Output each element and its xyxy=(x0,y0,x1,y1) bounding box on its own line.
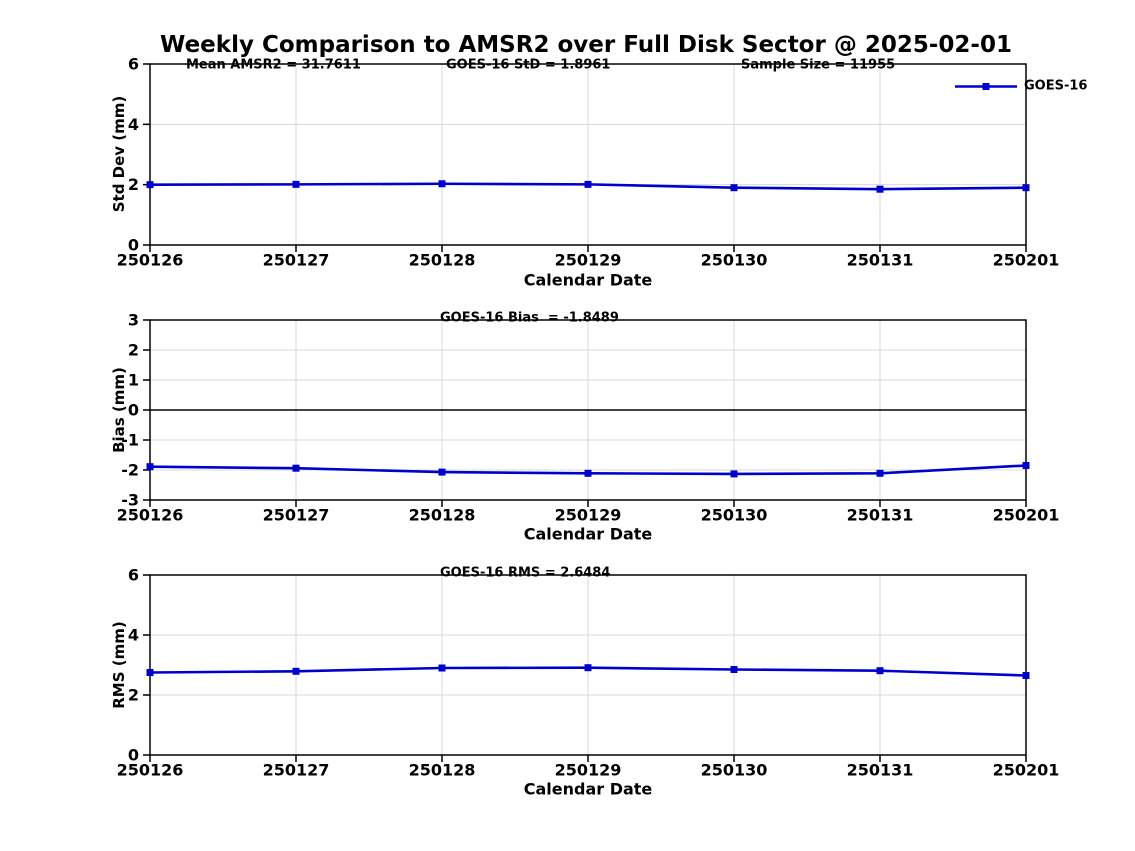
y-tick-label: 3 xyxy=(128,311,139,330)
x-tick-label: 250128 xyxy=(409,506,476,525)
annotation-mean-amsr2: Mean AMSR2 = 31.7611 xyxy=(186,57,361,73)
data-point-marker xyxy=(292,667,300,675)
y-tick-label: 6 xyxy=(128,566,139,585)
data-point-marker xyxy=(730,184,738,192)
data-point-marker xyxy=(876,185,884,193)
data-point-marker xyxy=(438,468,446,476)
data-point-marker xyxy=(584,664,592,672)
data-point-marker xyxy=(292,464,300,472)
x-tick-label: 250127 xyxy=(263,506,330,525)
x-tick-label: 250126 xyxy=(117,506,184,525)
y-tick-label: 4 xyxy=(128,626,139,645)
x-tick-label: 250127 xyxy=(263,251,330,270)
chart-title: Weekly Comparison to AMSR2 over Full Dis… xyxy=(160,32,1012,58)
y-tick-label: 6 xyxy=(128,55,139,74)
x-tick-label: 250201 xyxy=(993,761,1060,780)
data-point-marker xyxy=(730,470,738,478)
x-tick-label: 250201 xyxy=(993,506,1060,525)
y-tick-label: 0 xyxy=(128,746,139,765)
y-tick-label: 2 xyxy=(128,341,139,360)
x-axis-label-rms: Calendar Date xyxy=(523,779,653,799)
y-tick-label: 1 xyxy=(128,371,139,390)
x-tick-label: 250129 xyxy=(555,761,622,780)
data-point-marker xyxy=(730,666,738,673)
data-point-marker xyxy=(146,463,154,471)
data-point-marker xyxy=(1022,184,1030,192)
legend: GOES-16 xyxy=(955,79,1087,94)
x-tick-label: 250130 xyxy=(701,761,768,780)
y-tick-label: 0 xyxy=(128,401,139,420)
x-tick-label: 250130 xyxy=(701,506,768,525)
data-point-marker xyxy=(438,664,446,672)
x-tick-label: 250131 xyxy=(847,251,914,270)
x-tick-label: 250129 xyxy=(555,251,622,270)
y-axis-label-bias: Bias (mm) xyxy=(110,367,128,453)
x-tick-label: 250127 xyxy=(263,761,330,780)
subplot-stddev: 250126 250127 250128 250129 250130 250131 2502… xyxy=(117,55,1060,270)
x-axis-label-bias: Calendar Date xyxy=(523,524,653,544)
data-point-marker xyxy=(1022,672,1030,679)
legend-label: GOES-16 xyxy=(1024,78,1088,94)
y-tick-label: 4 xyxy=(128,115,139,134)
subplot-rms: 250126 250127 250128 250129 250130 250131 2502… xyxy=(117,566,1060,780)
annotation-goes16-bias: GOES-16 Bias = -1.8489 xyxy=(440,310,619,326)
data-point-marker xyxy=(584,180,592,188)
data-point-marker xyxy=(438,180,446,188)
y-tick-label: 2 xyxy=(128,175,139,194)
x-tick-label: 250131 xyxy=(847,761,914,780)
legend-line-icon xyxy=(955,82,1017,90)
y-tick-label: -2 xyxy=(121,461,139,480)
y-tick-label: 2 xyxy=(128,686,139,705)
y-axis-label-stddev: Std Dev (mm) xyxy=(110,95,128,213)
annotation-goes16-std: GOES-16 StD = 1.8961 xyxy=(446,57,611,73)
data-point-marker xyxy=(292,180,300,188)
x-tick-label: 250128 xyxy=(409,761,476,780)
data-point-marker xyxy=(876,469,884,477)
data-point-marker xyxy=(584,469,592,477)
x-tick-label: 250126 xyxy=(117,761,184,780)
x-tick-label: 250126 xyxy=(117,251,184,270)
x-tick-label: 250201 xyxy=(993,251,1060,270)
x-tick-label: 250128 xyxy=(409,251,476,270)
subplot-bias: 250126 250127 250128 250129 250130 250131 2502… xyxy=(117,311,1060,525)
y-axis-label-rms: RMS (mm) xyxy=(110,621,128,709)
y-tick-label: -3 xyxy=(121,491,139,510)
x-tick-label: 250130 xyxy=(701,251,768,270)
x-tick-label: 250129 xyxy=(555,506,622,525)
x-axis-label-stddev: Calendar Date xyxy=(523,270,653,290)
y-tick-label: 0 xyxy=(128,236,139,255)
data-point-marker xyxy=(146,669,154,676)
y-tick-label: -1 xyxy=(121,431,139,450)
data-point-marker xyxy=(146,181,154,189)
annotation-goes16-rms: GOES-16 RMS = 2.6484 xyxy=(440,565,611,581)
annotation-sample-size: Sample Size = 11955 xyxy=(741,57,896,73)
data-point-marker xyxy=(1022,462,1030,469)
x-tick-label: 250131 xyxy=(847,506,914,525)
data-point-marker xyxy=(876,667,884,675)
